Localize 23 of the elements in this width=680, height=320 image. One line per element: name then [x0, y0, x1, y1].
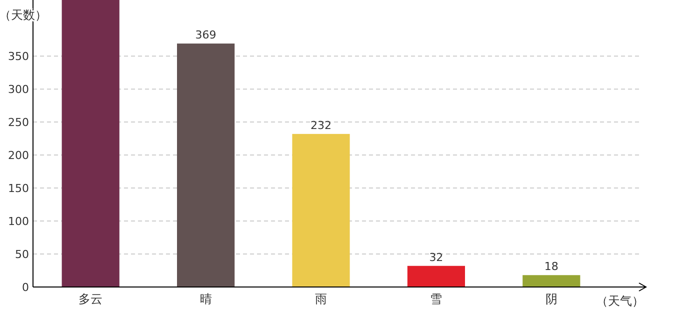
- data-label: 18: [544, 260, 558, 274]
- x-axis-title: （天气）: [596, 294, 644, 308]
- y-tick-label: 150: [8, 182, 29, 195]
- x-tick-label: 雪: [430, 292, 442, 306]
- bar: [62, 0, 120, 287]
- bar: [292, 134, 350, 287]
- bar: [177, 44, 235, 287]
- bar: [407, 266, 465, 287]
- y-tick-label: 350: [8, 50, 29, 63]
- bar: [522, 275, 580, 287]
- y-tick-label: 250: [8, 116, 29, 129]
- x-tick-label: 多云: [78, 292, 103, 306]
- data-label: 32: [429, 250, 444, 264]
- x-tick-label: 阴: [545, 292, 558, 306]
- y-tick-label: 0: [22, 280, 29, 294]
- data-label: 369: [195, 28, 216, 42]
- data-label: 232: [310, 118, 332, 132]
- y-tick-label: 100: [8, 214, 29, 228]
- y-tick-label: 200: [8, 148, 29, 162]
- x-tick-label: 雨: [315, 292, 327, 306]
- y-tick-label: 50: [15, 248, 29, 261]
- x-tick-label: 晴: [200, 292, 212, 306]
- y-tick-label: 300: [8, 82, 29, 96]
